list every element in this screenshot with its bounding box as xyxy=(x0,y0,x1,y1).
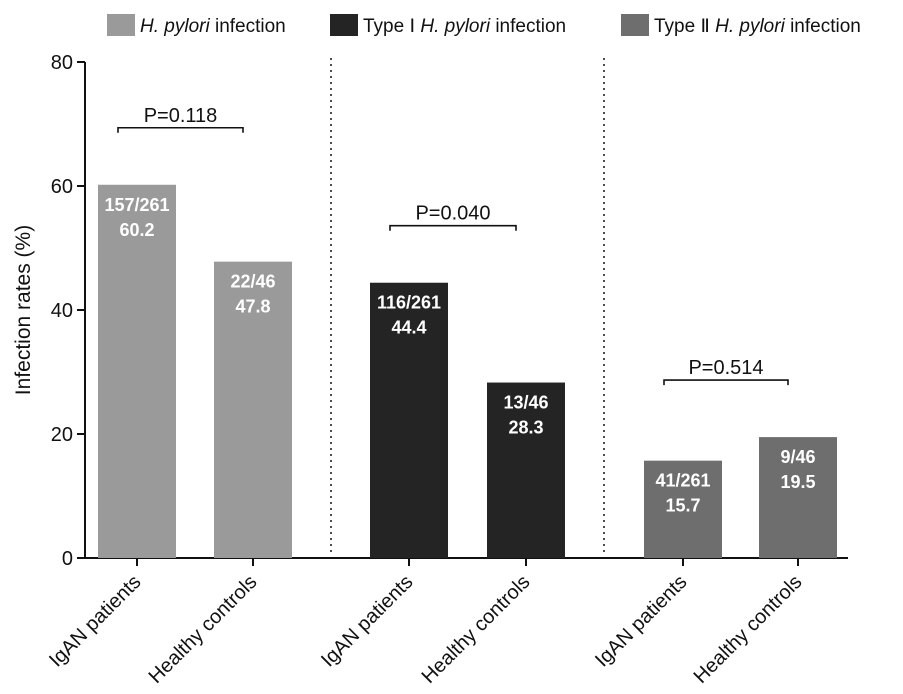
y-tick-label: 0 xyxy=(62,548,73,570)
bar xyxy=(98,184,176,558)
bar xyxy=(487,382,565,558)
bar-fraction-label: 9/46 xyxy=(780,447,815,467)
x-tick-label: IgAN patients xyxy=(317,571,417,671)
bar xyxy=(214,261,292,558)
x-tick-label: Healthy controls xyxy=(145,571,262,688)
y-tick-label: 80 xyxy=(51,52,73,74)
bar xyxy=(759,437,837,558)
bar xyxy=(644,460,722,558)
legend-label: Type Ⅰ H. pylori infection xyxy=(363,16,566,37)
y-tick-label: 40 xyxy=(51,300,73,322)
legend-swatch xyxy=(107,14,135,36)
y-tick-label: 60 xyxy=(51,176,73,198)
y-axis-label: Infection rates (%) xyxy=(12,225,35,395)
bar-fraction-label: 41/261 xyxy=(655,471,710,491)
bar-value-label: 44.4 xyxy=(391,318,426,338)
p-value-label: P=0.040 xyxy=(415,203,490,225)
significance-bracket xyxy=(117,126,244,133)
bar-value-label: 28.3 xyxy=(508,418,543,438)
bar-value-label: 60.2 xyxy=(119,220,154,240)
legend-label: Type Ⅱ H. pylori infection xyxy=(654,16,861,37)
bar-fraction-label: 22/46 xyxy=(230,272,275,292)
bar-value-label: 15.7 xyxy=(665,496,700,516)
p-value-label: P=0.514 xyxy=(688,357,763,379)
y-tick-label: 20 xyxy=(51,424,73,446)
significance-bracket xyxy=(663,379,789,386)
bar xyxy=(370,282,448,558)
bar-fraction-label: 13/46 xyxy=(503,393,548,413)
bar-fraction-label: 157/261 xyxy=(104,195,169,215)
p-value-label: P=0.118 xyxy=(144,105,218,127)
legend-swatch xyxy=(330,14,358,36)
x-tick-label: IgAN patients xyxy=(45,571,145,671)
x-tick-label: Healthy controls xyxy=(418,571,535,688)
significance-bracket xyxy=(389,224,517,231)
x-tick-label: Healthy controls xyxy=(690,571,807,688)
bar-fraction-label: 116/261 xyxy=(377,293,441,313)
x-tick-label: IgAN patients xyxy=(591,571,691,671)
legend-swatch xyxy=(621,14,649,36)
bar-value-label: 47.8 xyxy=(235,297,270,317)
legend-label: H. pylori infection xyxy=(140,16,286,37)
bar-value-label: 19.5 xyxy=(780,472,815,492)
